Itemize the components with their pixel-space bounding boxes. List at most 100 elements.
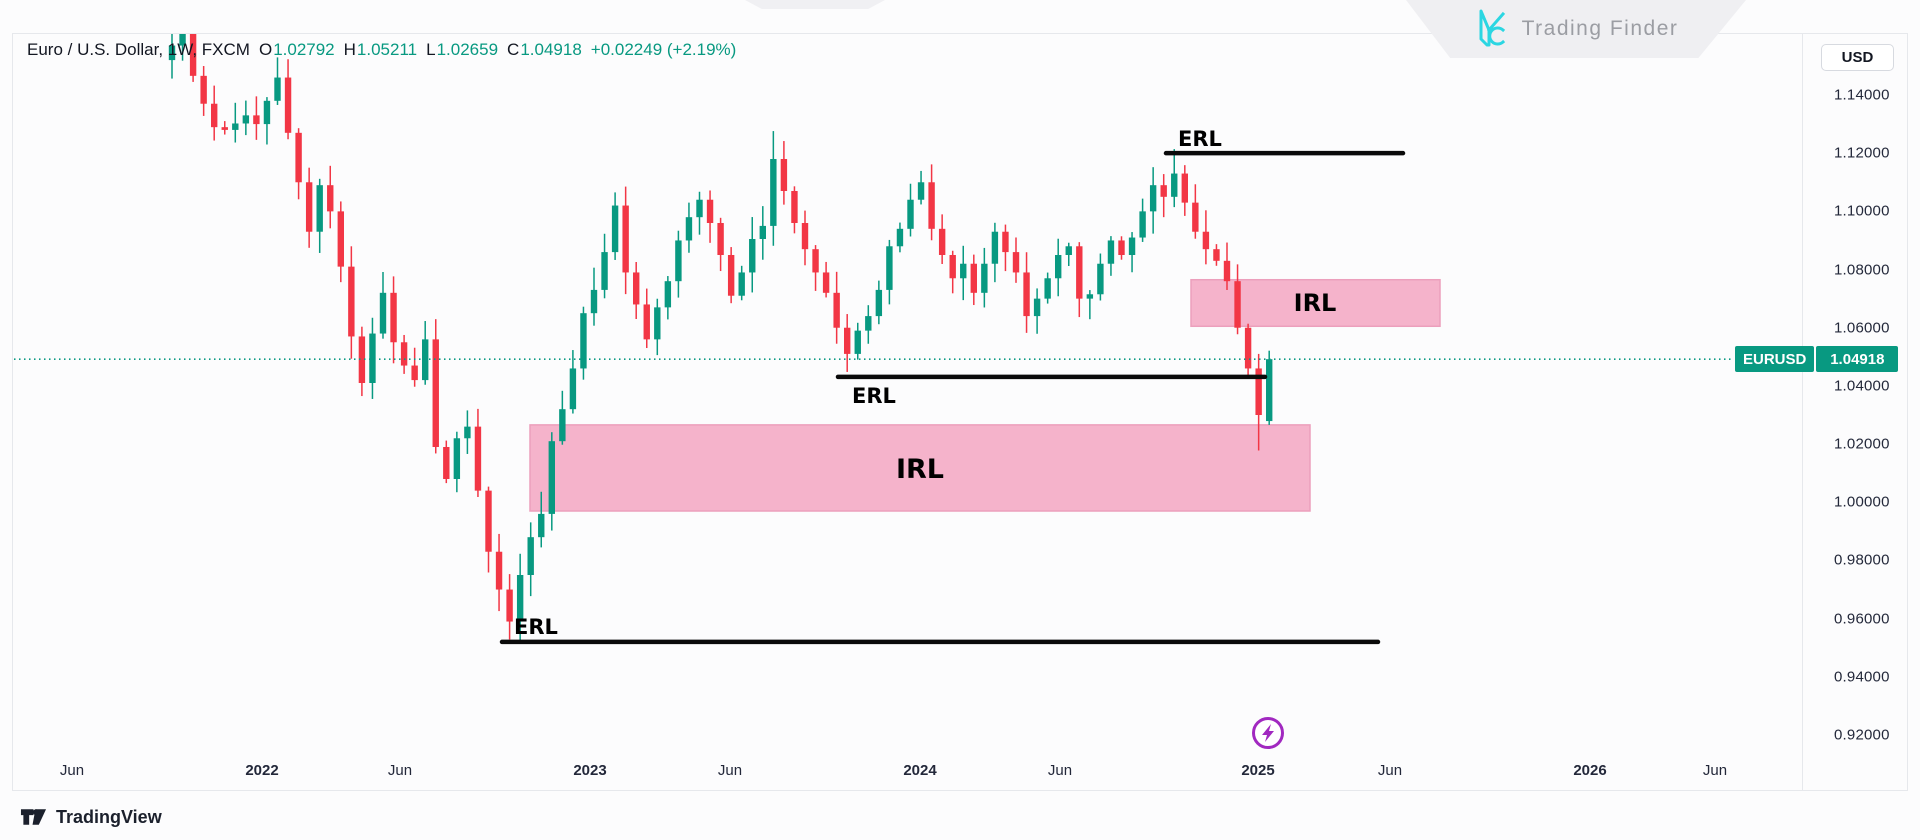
candle (611, 192, 619, 260)
tradingview-icon (20, 809, 47, 825)
candle (1128, 232, 1136, 273)
candle (168, 34, 176, 79)
candle (1097, 253, 1104, 301)
candle (411, 347, 418, 387)
price-tick-label: 0.94000 (1834, 668, 1890, 686)
candle (1192, 184, 1199, 239)
price-tick-label: 1.10000 (1834, 202, 1890, 220)
low-value: L 1.02659 (426, 40, 499, 59)
candlestick-series (168, 34, 1273, 643)
candle (263, 97, 271, 145)
price-tick-label: 1.04000 (1834, 377, 1890, 395)
trading-finder-icon (1479, 9, 1505, 47)
candle (770, 131, 777, 246)
candle (474, 408, 482, 497)
irl-label: IRL (1294, 289, 1337, 317)
candle (664, 276, 672, 320)
candle (917, 170, 925, 205)
candle (464, 410, 471, 454)
candle (780, 141, 788, 205)
candle (1055, 238, 1062, 297)
candle (801, 210, 809, 266)
candle (1213, 244, 1220, 266)
candle (1033, 288, 1041, 334)
open-value: O 1.02792 (258, 40, 335, 59)
candle (981, 247, 988, 308)
time-tick-label: Jun (59, 762, 85, 779)
candle (506, 574, 513, 640)
price-tick-label: 0.98000 (1834, 551, 1890, 569)
irl-zones (529, 278, 1441, 512)
candle (749, 217, 756, 293)
event-marker-icon[interactable] (1252, 717, 1284, 749)
candle (970, 254, 977, 306)
tradingview-brand: TradingView (56, 806, 162, 827)
candle (1044, 272, 1051, 304)
candle (907, 183, 914, 237)
candle (1149, 167, 1157, 234)
panel-border-top (12, 33, 1908, 34)
tradingview-attribution[interactable]: TradingView (20, 802, 162, 832)
candle (1107, 236, 1115, 276)
price-tick-label: 0.96000 (1834, 610, 1890, 628)
candle (1266, 350, 1273, 425)
price-tick-label: 0.92000 (1834, 726, 1890, 744)
candle (643, 288, 650, 349)
candle (727, 247, 735, 304)
candle (538, 491, 545, 548)
candle (1171, 149, 1178, 208)
candle (833, 271, 840, 344)
time-tick-label: 2026 (1573, 762, 1607, 779)
candle (274, 57, 281, 105)
candle (316, 178, 323, 253)
candle (337, 201, 344, 283)
candle (865, 305, 872, 344)
price-tick-label: 1.14000 (1834, 86, 1890, 104)
candle (580, 306, 587, 380)
candle (875, 280, 883, 325)
candle (685, 202, 693, 253)
candle (200, 66, 207, 116)
candle (559, 390, 566, 445)
candle (1076, 242, 1083, 318)
price-tick-label: 1.08000 (1834, 261, 1890, 279)
annotation-labels: ERL ERL ERL IRL IRL (514, 127, 1336, 639)
candle (590, 267, 598, 326)
candle (348, 246, 355, 359)
candle (844, 314, 851, 372)
candle (400, 334, 408, 374)
candle (1202, 210, 1210, 265)
currency-button[interactable]: USD (1821, 44, 1894, 71)
candle (569, 350, 577, 414)
candle (211, 85, 218, 141)
candle (1181, 165, 1188, 216)
high-value: H 1.05211 (343, 40, 418, 59)
candle (1065, 242, 1072, 267)
candle (527, 522, 534, 597)
price-badge-symbol: EURUSD (1735, 346, 1815, 373)
candle (1139, 198, 1146, 242)
erl-label: ERL (1178, 127, 1222, 151)
candle (432, 319, 439, 454)
close-value: C 1.04918 (507, 40, 582, 59)
time-tick-label: 2023 (573, 762, 607, 779)
time-axis-separator (12, 790, 1908, 791)
symbol-title[interactable]: Euro / U.S. Dollar, 1W, FXCM (27, 40, 250, 59)
candle (221, 121, 228, 135)
candle (601, 233, 608, 299)
candle (179, 34, 186, 61)
candle (1160, 174, 1167, 218)
candle (305, 167, 313, 248)
candle (812, 245, 819, 291)
price-tick-label: 1.06000 (1834, 319, 1890, 337)
candle (1002, 224, 1009, 272)
erl-label: ERL (852, 384, 896, 408)
price-tick-label: 1.02000 (1834, 435, 1890, 453)
trading-finder-brand: Trading Finder (1521, 17, 1679, 40)
candle (443, 440, 450, 484)
candle (938, 214, 946, 264)
time-tick-label: Jun (387, 762, 413, 779)
